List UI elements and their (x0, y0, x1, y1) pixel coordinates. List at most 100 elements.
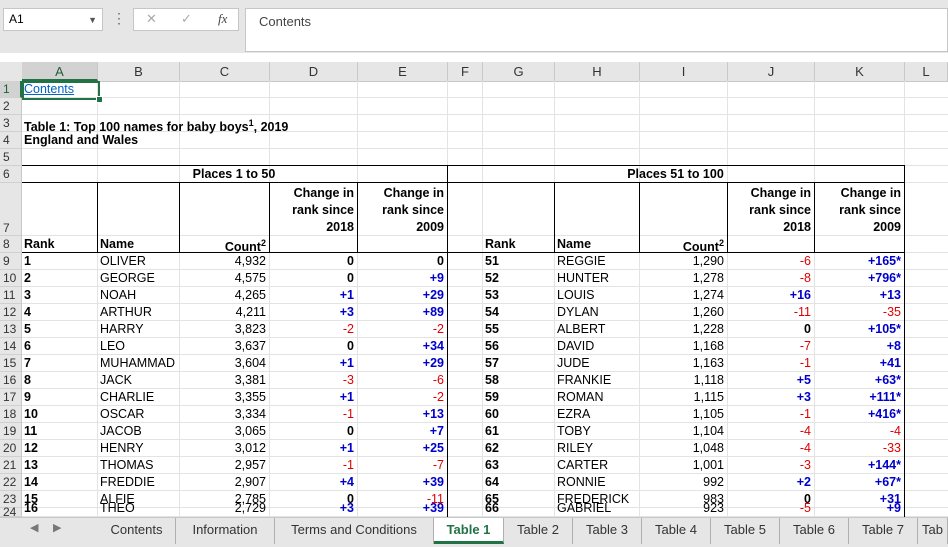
column-header-h[interactable]: H (555, 62, 640, 81)
gridline-vertical (357, 81, 358, 517)
change-2009-cell: -6 (432, 373, 444, 387)
row-header-15[interactable]: 15 (0, 355, 22, 372)
row-header-9[interactable]: 9 (0, 253, 22, 270)
change-2009-cell: +13 (879, 288, 901, 302)
row-header-13[interactable]: 13 (0, 321, 22, 338)
row-header-4[interactable]: 4 (0, 132, 22, 149)
rank-cell: 16 (24, 501, 38, 515)
sheet-tab-contents[interactable]: Contents (98, 518, 176, 544)
count-cell: 3,355 (234, 390, 266, 404)
row-header-19[interactable]: 19 (0, 423, 22, 440)
sheet-tab-table-2[interactable]: Table 2 (504, 518, 573, 544)
change-2018-cell: 0 (347, 339, 354, 353)
sheet-tab-tab[interactable]: Tab (918, 518, 948, 544)
formula-input[interactable]: Contents (245, 8, 948, 52)
cancel-icon[interactable]: ✕ (146, 11, 157, 26)
row-header-6[interactable]: 6 (0, 166, 22, 183)
count-cell: 4,265 (234, 288, 266, 302)
row-header-23[interactable]: 23 (0, 491, 22, 508)
sheet-tab-table-6[interactable]: Table 6 (780, 518, 849, 544)
chevron-down-icon[interactable]: ▼ (88, 15, 97, 25)
rank-cell: 8 (24, 373, 31, 387)
sheet-tab-table-5[interactable]: Table 5 (711, 518, 780, 544)
column-header-k[interactable]: K (815, 62, 905, 81)
gridline-horizontal (22, 303, 948, 304)
count-cell: 1,168 (692, 339, 724, 353)
column-header-l[interactable]: L (905, 62, 948, 81)
more-options-icon[interactable]: ⋮ (112, 10, 126, 26)
gridline-vertical (727, 81, 728, 517)
row-header-20[interactable]: 20 (0, 440, 22, 457)
title-year: , 2019 (253, 120, 289, 135)
gridline-horizontal (22, 148, 948, 149)
name-box[interactable]: A1 ▼ (3, 8, 103, 31)
row-header-22[interactable]: 22 (0, 474, 22, 491)
column-header-d[interactable]: D (270, 62, 358, 81)
column-header-i[interactable]: I (640, 62, 728, 81)
title-footnote: 1 (248, 118, 254, 128)
change-2018-cell: -5 (799, 501, 811, 515)
gridline-horizontal (22, 97, 948, 98)
row-header-18[interactable]: 18 (0, 406, 22, 423)
count-cell: 2,729 (234, 501, 266, 515)
rank-cell: 59 (485, 390, 499, 404)
change-2018-cell: -3 (799, 458, 811, 472)
column-header-e[interactable]: E (358, 62, 448, 81)
scroll-tabs-right-icon[interactable]: ▶ (53, 522, 62, 534)
header-separator (814, 182, 815, 252)
insert-function-icon[interactable]: fx (218, 11, 228, 26)
sheet-tab-table-3[interactable]: Table 3 (573, 518, 642, 544)
row-header-7[interactable]: 7 (0, 183, 22, 236)
gridline-horizontal (22, 286, 948, 287)
fill-handle[interactable] (96, 96, 103, 103)
name-cell: LOUIS (557, 288, 595, 302)
column-header-c[interactable]: C (180, 62, 270, 81)
row-header-21[interactable]: 21 (0, 457, 22, 474)
sheet-tab-table-4[interactable]: Table 4 (642, 518, 711, 544)
row-header-24[interactable]: 24 (0, 506, 22, 518)
row-header-12[interactable]: 12 (0, 304, 22, 321)
row-header-17[interactable]: 17 (0, 389, 22, 406)
count-cell: 1,104 (692, 424, 724, 438)
name-cell: JUDE (557, 356, 590, 370)
row-header-14[interactable]: 14 (0, 338, 22, 355)
column-header-f[interactable]: F (448, 62, 483, 81)
count-cell: 1,115 (693, 390, 724, 404)
sheet-tab-table-7[interactable]: Table 7 (849, 518, 918, 544)
sheet-tab-table-1[interactable]: Table 1 (434, 518, 504, 544)
change-2018-cell: +3 (796, 390, 811, 404)
column-header-a[interactable]: A (22, 62, 98, 81)
count-cell: 3,334 (234, 407, 266, 421)
header-separator (727, 182, 728, 252)
row-header-5[interactable]: 5 (0, 149, 22, 166)
row-header-1[interactable]: 1 (0, 81, 22, 98)
scroll-tabs-left-icon[interactable]: ◀ (30, 522, 39, 534)
row-header-8[interactable]: 8 (0, 236, 22, 253)
count-cell: 1,118 (693, 373, 724, 387)
column-header-b[interactable]: B (98, 62, 180, 81)
title-text: Table 1: Top 100 names for baby boys (24, 120, 249, 135)
sheet-tab-terms-and-conditions[interactable]: Terms and Conditions (275, 518, 434, 544)
change-2009-header-right-line: Change in (840, 186, 901, 200)
row-header-16[interactable]: 16 (0, 372, 22, 389)
row-header-10[interactable]: 10 (0, 270, 22, 287)
change-2009-cell: +7 (429, 424, 444, 438)
gridline-vertical (179, 81, 180, 517)
row-header-11[interactable]: 11 (0, 287, 22, 304)
change-2018-header-left: Change in rank since 2018 (272, 185, 354, 236)
change-2018-cell: +1 (339, 288, 354, 302)
check-icon[interactable]: ✓ (181, 11, 192, 26)
name-cell: FREDERICK (557, 492, 630, 506)
column-header-g[interactable]: G (483, 62, 555, 81)
sheet-tab-information[interactable]: Information (176, 518, 275, 544)
change-2018-header-right-line: 2018 (783, 220, 811, 234)
contents-link[interactable]: Contents (24, 82, 75, 96)
change-2009-cell: +25 (422, 441, 444, 455)
column-header-j[interactable]: J (728, 62, 815, 81)
count-cell: 1,001 (692, 458, 724, 472)
header-separator (554, 182, 555, 252)
rank-cell: 7 (24, 356, 31, 370)
row-header-2[interactable]: 2 (0, 98, 22, 115)
gridline-vertical (639, 81, 640, 517)
row-header-3[interactable]: 3 (0, 115, 22, 132)
